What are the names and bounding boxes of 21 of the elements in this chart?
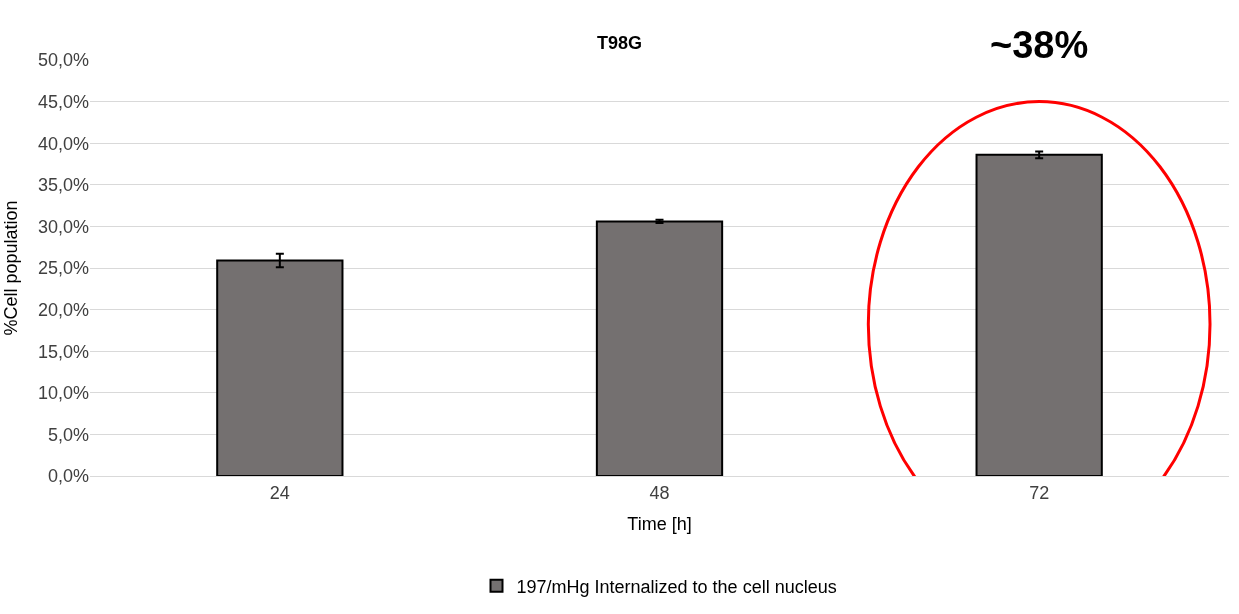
x-tick-label: 24 [269,482,290,503]
y-tick-label: 10,0% [37,383,89,404]
y-tick-label: 35,0% [37,175,89,196]
y-tick-label: 40,0% [37,133,89,154]
y-tick-label: 45,0% [37,91,89,112]
y-tick-label: 50,0% [37,50,89,71]
y-tick-label: 5,0% [47,424,89,445]
x-axis-title: Time [h] [627,513,692,534]
x-tick-label: 72 [1029,482,1050,503]
legend-label: 197/mHg Internalized to the cell nucleus [516,576,837,597]
y-tick-label: 15,0% [37,341,89,362]
y-tick-label: 30,0% [37,216,89,237]
bar [595,220,724,476]
y-tick-label: 0,0% [47,466,89,487]
bar [975,153,1103,476]
x-tick-label: 48 [649,482,670,503]
y-tick-label: 20,0% [37,299,89,320]
annotation: ~38% [990,24,1089,66]
y-tick-label: 25,0% [37,258,89,279]
y-axis-title: %Cell population [1,200,22,336]
chart-title: T98G [596,33,643,54]
